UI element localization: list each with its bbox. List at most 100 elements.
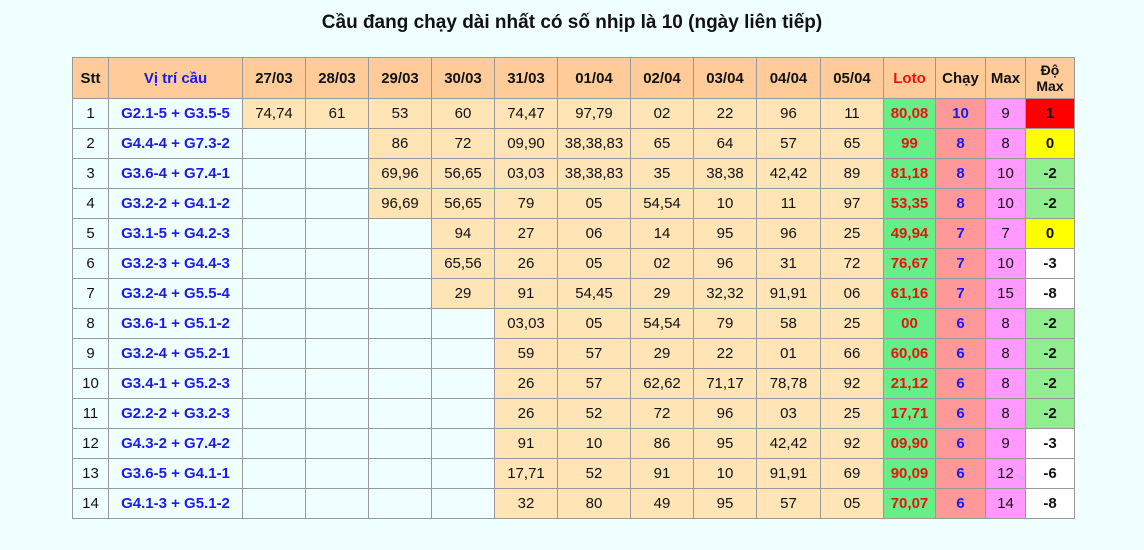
day-cell: 03 — [756, 398, 821, 429]
day-cell: 25 — [820, 398, 884, 429]
day-cell: 29 — [630, 278, 694, 309]
day-cell: 35 — [630, 158, 694, 189]
row-max: 15 — [985, 278, 1026, 309]
row-position-link[interactable]: G2.1-5 + G3.5-5 — [108, 98, 243, 129]
day-cell: 05 — [557, 248, 631, 279]
row-chay: 7 — [935, 248, 986, 279]
row-stt: 11 — [72, 398, 109, 429]
row-loto: 81,18 — [883, 158, 936, 189]
empty-cell — [431, 458, 495, 489]
header-row: Stt Vị trí cầu 27/03 28/03 29/03 30/03 31/03… — [72, 57, 1075, 99]
day-cell: 05 — [820, 488, 884, 519]
day-cell: 72 — [820, 248, 884, 279]
day-cell: 29 — [630, 338, 694, 369]
empty-cell — [305, 428, 369, 459]
row-position-link[interactable]: G3.6-5 + G4.1-1 — [108, 458, 243, 489]
day-cell: 02 — [630, 98, 694, 129]
day-cell: 97 — [820, 188, 884, 219]
day-cell: 57 — [557, 368, 631, 399]
row-position-link[interactable]: G3.1-5 + G4.2-3 — [108, 218, 243, 249]
empty-cell — [242, 368, 306, 399]
empty-cell — [305, 188, 369, 219]
day-cell: 57 — [557, 338, 631, 369]
row-do-max: 0 — [1025, 128, 1075, 159]
row-chay: 8 — [935, 158, 986, 189]
day-cell: 26 — [494, 398, 558, 429]
row-position-link[interactable]: G4.3-2 + G7.4-2 — [108, 428, 243, 459]
row-stt: 1 — [72, 98, 109, 129]
empty-cell — [242, 158, 306, 189]
day-cell: 10 — [557, 428, 631, 459]
row-max: 12 — [985, 458, 1026, 489]
day-cell: 05 — [557, 188, 631, 219]
row-stt: 14 — [72, 488, 109, 519]
day-cell: 69,96 — [368, 158, 432, 189]
day-cell: 79 — [693, 308, 757, 339]
row-do-max: 0 — [1025, 218, 1075, 249]
row-do-max: -2 — [1025, 308, 1075, 339]
empty-cell — [368, 278, 432, 309]
empty-cell — [368, 428, 432, 459]
day-cell: 11 — [756, 188, 821, 219]
day-cell: 42,42 — [756, 158, 821, 189]
row-position-link[interactable]: G3.2-4 + G5.5-4 — [108, 278, 243, 309]
day-cell: 65,56 — [431, 248, 495, 279]
empty-cell — [368, 248, 432, 279]
day-cell: 86 — [630, 428, 694, 459]
row-position-link[interactable]: G4.4-4 + G7.3-2 — [108, 128, 243, 159]
empty-cell — [242, 308, 306, 339]
row-position-link[interactable]: G2.2-2 + G3.2-3 — [108, 398, 243, 429]
day-cell: 79 — [494, 188, 558, 219]
day-cell: 86 — [368, 128, 432, 159]
empty-cell — [305, 128, 369, 159]
table-row: 2 G4.4-4 + G7.3-2 86 72 09,90 38,38,83 65 64 57 6… — [72, 128, 1075, 159]
header-date: 30/03 — [431, 57, 495, 99]
day-cell: 91 — [494, 278, 558, 309]
empty-cell — [305, 308, 369, 339]
row-do-max: -2 — [1025, 338, 1075, 369]
row-position-link[interactable]: G3.6-4 + G7.4-1 — [108, 158, 243, 189]
day-cell: 26 — [494, 248, 558, 279]
row-position-link[interactable]: G4.1-3 + G5.1-2 — [108, 488, 243, 519]
day-cell: 31 — [756, 248, 821, 279]
empty-cell — [242, 128, 306, 159]
day-cell: 58 — [756, 308, 821, 339]
day-cell: 71,17 — [693, 368, 757, 399]
row-stt: 8 — [72, 308, 109, 339]
day-cell: 10 — [693, 458, 757, 489]
row-position-link[interactable]: G3.4-1 + G5.2-3 — [108, 368, 243, 399]
row-position-link[interactable]: G3.6-1 + G5.1-2 — [108, 308, 243, 339]
row-do-max: -8 — [1025, 278, 1075, 309]
day-cell: 78,78 — [756, 368, 821, 399]
day-cell: 56,65 — [431, 188, 495, 219]
empty-cell — [305, 218, 369, 249]
day-cell: 60 — [431, 98, 495, 129]
row-do-max: -2 — [1025, 398, 1075, 429]
table-row: 10 G3.4-1 + G5.2-3 26 57 62,62 71,17 78,78 92 21… — [72, 368, 1075, 399]
empty-cell — [305, 488, 369, 519]
day-cell: 09,90 — [494, 128, 558, 159]
header-max: Max — [985, 57, 1026, 99]
cau-table: Stt Vị trí cầu 27/03 28/03 29/03 30/03 31/03… — [72, 57, 1075, 519]
row-position-link[interactable]: G3.2-4 + G5.2-1 — [108, 338, 243, 369]
row-position-link[interactable]: G3.2-2 + G4.1-2 — [108, 188, 243, 219]
row-chay: 6 — [935, 428, 986, 459]
empty-cell — [242, 398, 306, 429]
day-cell: 59 — [494, 338, 558, 369]
row-stt: 12 — [72, 428, 109, 459]
row-stt: 2 — [72, 128, 109, 159]
day-cell: 11 — [820, 98, 884, 129]
empty-cell — [431, 398, 495, 429]
day-cell: 54,45 — [557, 278, 631, 309]
day-cell: 96 — [756, 98, 821, 129]
header-date: 02/04 — [630, 57, 694, 99]
day-cell: 03,03 — [494, 158, 558, 189]
row-stt: 5 — [72, 218, 109, 249]
empty-cell — [368, 368, 432, 399]
empty-cell — [431, 428, 495, 459]
day-cell: 56,65 — [431, 158, 495, 189]
empty-cell — [242, 218, 306, 249]
row-position-link[interactable]: G3.2-3 + G4.4-3 — [108, 248, 243, 279]
header-do-max: Độ Max — [1025, 57, 1075, 99]
table-row: 4 G3.2-2 + G4.1-2 96,69 56,65 79 05 54,54 10 11 9… — [72, 188, 1075, 219]
